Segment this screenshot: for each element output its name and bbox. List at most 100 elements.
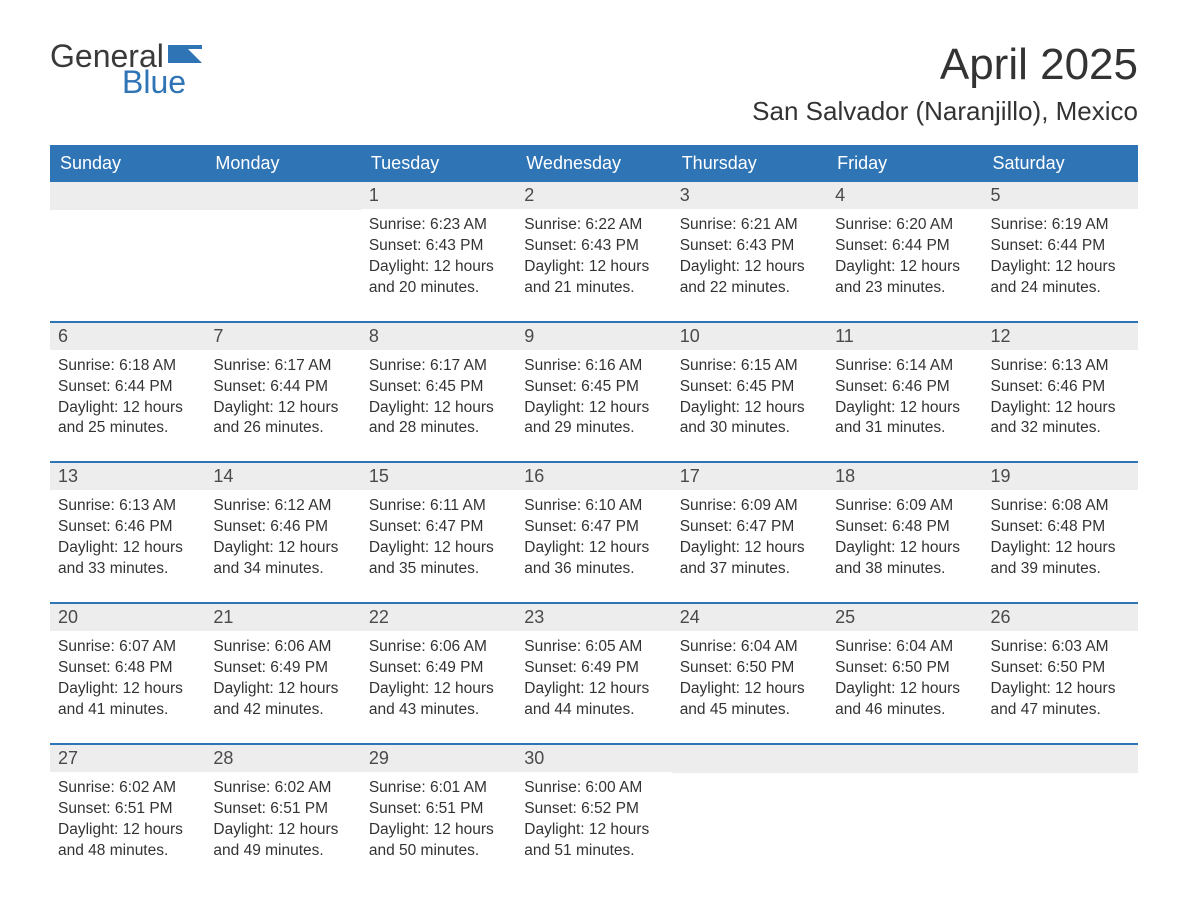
day-number: 11 xyxy=(827,323,982,350)
day-header-row: SundayMondayTuesdayWednesdayThursdayFrid… xyxy=(50,145,1138,182)
day-cell: 24Sunrise: 6:04 AMSunset: 6:50 PMDayligh… xyxy=(672,604,827,731)
day-cell: 2Sunrise: 6:22 AMSunset: 6:43 PMDaylight… xyxy=(516,182,671,309)
day-data: Sunrise: 6:09 AMSunset: 6:47 PMDaylight:… xyxy=(672,490,827,590)
day-data: Sunrise: 6:06 AMSunset: 6:49 PMDaylight:… xyxy=(205,631,360,731)
day-data: Sunrise: 6:10 AMSunset: 6:47 PMDaylight:… xyxy=(516,490,671,590)
day-data: Sunrise: 6:19 AMSunset: 6:44 PMDaylight:… xyxy=(983,209,1138,309)
logo-text-blue: Blue xyxy=(122,66,208,98)
day-cell: 15Sunrise: 6:11 AMSunset: 6:47 PMDayligh… xyxy=(361,463,516,590)
day-data: Sunrise: 6:21 AMSunset: 6:43 PMDaylight:… xyxy=(672,209,827,309)
day-header-thursday: Thursday xyxy=(672,145,827,182)
day-number: 21 xyxy=(205,604,360,631)
day-header-monday: Monday xyxy=(205,145,360,182)
day-data: Sunrise: 6:14 AMSunset: 6:46 PMDaylight:… xyxy=(827,350,982,450)
day-number: 16 xyxy=(516,463,671,490)
day-cell: 30Sunrise: 6:00 AMSunset: 6:52 PMDayligh… xyxy=(516,745,671,872)
day-data: Sunrise: 6:08 AMSunset: 6:48 PMDaylight:… xyxy=(983,490,1138,590)
day-number: 22 xyxy=(361,604,516,631)
day-cell: 28Sunrise: 6:02 AMSunset: 6:51 PMDayligh… xyxy=(205,745,360,872)
day-data: Sunrise: 6:04 AMSunset: 6:50 PMDaylight:… xyxy=(672,631,827,731)
day-data: Sunrise: 6:23 AMSunset: 6:43 PMDaylight:… xyxy=(361,209,516,309)
day-cell: 18Sunrise: 6:09 AMSunset: 6:48 PMDayligh… xyxy=(827,463,982,590)
day-cell: 7Sunrise: 6:17 AMSunset: 6:44 PMDaylight… xyxy=(205,323,360,450)
day-number: 19 xyxy=(983,463,1138,490)
day-header-saturday: Saturday xyxy=(983,145,1138,182)
day-cell xyxy=(672,745,827,872)
logo: General Blue xyxy=(50,40,208,98)
day-cell: 25Sunrise: 6:04 AMSunset: 6:50 PMDayligh… xyxy=(827,604,982,731)
day-number: 20 xyxy=(50,604,205,631)
day-number: 13 xyxy=(50,463,205,490)
day-cell: 11Sunrise: 6:14 AMSunset: 6:46 PMDayligh… xyxy=(827,323,982,450)
day-number: 4 xyxy=(827,182,982,209)
day-data: Sunrise: 6:13 AMSunset: 6:46 PMDaylight:… xyxy=(50,490,205,590)
day-data: Sunrise: 6:03 AMSunset: 6:50 PMDaylight:… xyxy=(983,631,1138,731)
day-number: 7 xyxy=(205,323,360,350)
day-number: 2 xyxy=(516,182,671,209)
day-number: 24 xyxy=(672,604,827,631)
empty-day xyxy=(827,745,982,773)
week-row: 6Sunrise: 6:18 AMSunset: 6:44 PMDaylight… xyxy=(50,321,1138,450)
day-cell: 27Sunrise: 6:02 AMSunset: 6:51 PMDayligh… xyxy=(50,745,205,872)
day-cell: 16Sunrise: 6:10 AMSunset: 6:47 PMDayligh… xyxy=(516,463,671,590)
empty-day xyxy=(983,745,1138,773)
location: San Salvador (Naranjillo), Mexico xyxy=(752,96,1138,127)
day-number: 28 xyxy=(205,745,360,772)
day-number: 8 xyxy=(361,323,516,350)
day-data: Sunrise: 6:04 AMSunset: 6:50 PMDaylight:… xyxy=(827,631,982,731)
day-cell xyxy=(205,182,360,309)
day-cell xyxy=(50,182,205,309)
day-data: Sunrise: 6:18 AMSunset: 6:44 PMDaylight:… xyxy=(50,350,205,450)
day-number: 1 xyxy=(361,182,516,209)
day-header-tuesday: Tuesday xyxy=(361,145,516,182)
day-number: 29 xyxy=(361,745,516,772)
day-data: Sunrise: 6:05 AMSunset: 6:49 PMDaylight:… xyxy=(516,631,671,731)
day-data: Sunrise: 6:20 AMSunset: 6:44 PMDaylight:… xyxy=(827,209,982,309)
day-data: Sunrise: 6:12 AMSunset: 6:46 PMDaylight:… xyxy=(205,490,360,590)
day-cell: 29Sunrise: 6:01 AMSunset: 6:51 PMDayligh… xyxy=(361,745,516,872)
week-row: 27Sunrise: 6:02 AMSunset: 6:51 PMDayligh… xyxy=(50,743,1138,872)
day-cell: 4Sunrise: 6:20 AMSunset: 6:44 PMDaylight… xyxy=(827,182,982,309)
day-cell: 21Sunrise: 6:06 AMSunset: 6:49 PMDayligh… xyxy=(205,604,360,731)
week-row: 13Sunrise: 6:13 AMSunset: 6:46 PMDayligh… xyxy=(50,461,1138,590)
month-title: April 2025 xyxy=(752,40,1138,90)
day-cell xyxy=(983,745,1138,872)
day-header-wednesday: Wednesday xyxy=(516,145,671,182)
day-number: 14 xyxy=(205,463,360,490)
day-header-sunday: Sunday xyxy=(50,145,205,182)
day-number: 10 xyxy=(672,323,827,350)
day-number: 26 xyxy=(983,604,1138,631)
day-cell: 19Sunrise: 6:08 AMSunset: 6:48 PMDayligh… xyxy=(983,463,1138,590)
day-data: Sunrise: 6:11 AMSunset: 6:47 PMDaylight:… xyxy=(361,490,516,590)
day-cell: 10Sunrise: 6:15 AMSunset: 6:45 PMDayligh… xyxy=(672,323,827,450)
day-cell xyxy=(827,745,982,872)
header: General Blue April 2025 San Salvador (Na… xyxy=(50,40,1138,127)
day-cell: 5Sunrise: 6:19 AMSunset: 6:44 PMDaylight… xyxy=(983,182,1138,309)
day-number: 3 xyxy=(672,182,827,209)
day-cell: 12Sunrise: 6:13 AMSunset: 6:46 PMDayligh… xyxy=(983,323,1138,450)
day-cell: 20Sunrise: 6:07 AMSunset: 6:48 PMDayligh… xyxy=(50,604,205,731)
day-number: 25 xyxy=(827,604,982,631)
day-data: Sunrise: 6:15 AMSunset: 6:45 PMDaylight:… xyxy=(672,350,827,450)
day-cell: 26Sunrise: 6:03 AMSunset: 6:50 PMDayligh… xyxy=(983,604,1138,731)
day-data: Sunrise: 6:17 AMSunset: 6:45 PMDaylight:… xyxy=(361,350,516,450)
day-data: Sunrise: 6:09 AMSunset: 6:48 PMDaylight:… xyxy=(827,490,982,590)
day-number: 18 xyxy=(827,463,982,490)
day-header-friday: Friday xyxy=(827,145,982,182)
day-cell: 22Sunrise: 6:06 AMSunset: 6:49 PMDayligh… xyxy=(361,604,516,731)
day-number: 6 xyxy=(50,323,205,350)
empty-day xyxy=(672,745,827,773)
day-cell: 9Sunrise: 6:16 AMSunset: 6:45 PMDaylight… xyxy=(516,323,671,450)
day-cell: 23Sunrise: 6:05 AMSunset: 6:49 PMDayligh… xyxy=(516,604,671,731)
day-cell: 14Sunrise: 6:12 AMSunset: 6:46 PMDayligh… xyxy=(205,463,360,590)
day-data: Sunrise: 6:22 AMSunset: 6:43 PMDaylight:… xyxy=(516,209,671,309)
day-data: Sunrise: 6:07 AMSunset: 6:48 PMDaylight:… xyxy=(50,631,205,731)
day-cell: 17Sunrise: 6:09 AMSunset: 6:47 PMDayligh… xyxy=(672,463,827,590)
day-data: Sunrise: 6:16 AMSunset: 6:45 PMDaylight:… xyxy=(516,350,671,450)
day-cell: 6Sunrise: 6:18 AMSunset: 6:44 PMDaylight… xyxy=(50,323,205,450)
day-number: 30 xyxy=(516,745,671,772)
day-data: Sunrise: 6:00 AMSunset: 6:52 PMDaylight:… xyxy=(516,772,671,872)
week-row: 1Sunrise: 6:23 AMSunset: 6:43 PMDaylight… xyxy=(50,182,1138,309)
day-number: 5 xyxy=(983,182,1138,209)
title-block: April 2025 San Salvador (Naranjillo), Me… xyxy=(752,40,1138,127)
